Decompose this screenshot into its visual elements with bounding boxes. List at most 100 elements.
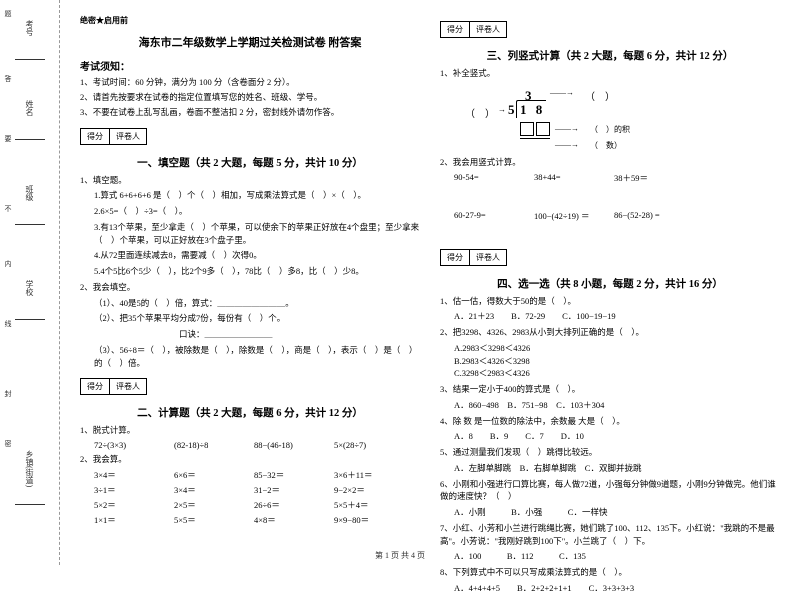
calc-item: 38＋59＝ [614,172,674,184]
vc-label: （ ） [585,88,615,103]
sub-question: （1）、40是5的（ ）倍，算式：＿＿＿＿＿＿＿＿。 [80,297,420,310]
score-box: 得分 评卷人 [80,378,147,395]
options: A．左脚单脚跳 B．右脚单脚跳 C．双脚并拢跳 [440,462,780,475]
seal-char: 不 [3,205,13,212]
sub-question: 4.从72里面连续减去8，需要减（ ）次得0。 [80,249,420,262]
calc-row: 3×4＝ 6×6＝ 85−32＝ 3×6＋11＝ [94,469,420,481]
calc-item: 60-27-9= [454,210,514,222]
question: 2、我会用竖式计算。 [440,156,780,169]
score-box: 得分 评卷人 [440,21,507,38]
question: 1、填空题。 [80,174,420,187]
vc-label: （ ） [465,105,495,120]
arrow-icon: ——→ [555,124,579,133]
calc-item: 5×5＝ [174,514,234,526]
question: 1、脱式计算。 [80,424,420,437]
vc-result: 1 8 [520,102,545,118]
notice-item: 2、请首先按要求在试卷的指定位置填写您的姓名、班级、学号。 [80,92,420,104]
section-3-title: 三、列竖式计算（共 2 大题，每题 6 分，共计 12 分） [440,48,780,63]
calc-item: 4×8＝ [254,514,314,526]
grader-label: 评卷人 [470,250,506,265]
vertical-calculation: 3 ——→ （ ） （ ） → 5 1 8 ——→ （ ）的积 ——→ （ 数） [480,88,780,148]
calc-row: 72÷(3×3) (82-18)÷8 88−(46-18) 5×(28÷7) [94,440,420,450]
question: 5、通过测量我们发现（ ）跳得比较远。 [440,446,780,459]
margin-label: 姓名 [24,100,35,116]
calc-row: 3÷1＝ 3×4＝ 31−2＝ 9−2×2＝ [94,484,420,496]
answer-box [520,122,534,136]
arrow-icon: → [498,105,506,114]
calc-item: 5×2＝ [94,499,154,511]
calc-item: 1×1＝ [94,514,154,526]
content-area: 绝密★启用前 海东市二年级数学上学期过关检测试卷 附答案 考试须知： 1、考试时… [60,0,800,565]
options: A．8 B．9 C．7 D．10 [440,430,780,443]
calc-item: 90-54= [454,172,514,184]
margin-label: 班级 [24,185,35,201]
sub-question: 3.有13个苹果，至少拿走（ ）个苹果，可以使余下的苹果正好放在4个盘里；至少拿… [80,221,420,247]
margin-label: 学校 [24,280,35,296]
calc-item: 2×5＝ [174,499,234,511]
calc-item: 86−(52-28) = [614,210,674,222]
question: 1、补全竖式。 [440,67,780,80]
section-2-title: 二、计算题（共 2 大题，每题 6 分，共计 12 分） [80,405,420,420]
calc-item: 26÷6＝ [254,499,314,511]
calc-row: 90-54= 38+44= 38＋59＝ [454,172,780,184]
calc-item: 100−(42÷19) ＝ [534,210,594,222]
calc-row: 1×1＝ 5×5＝ 4×8＝ 9×9−80＝ [94,514,420,526]
calc-item: 3×4＝ [94,469,154,481]
grader-label: 评卷人 [110,129,146,144]
score-box: 得分 评卷人 [80,128,147,145]
sub-question: 5.4个5比6个5少（ ），比2个9多（ ），78比（ ）多8，比（ ）少8。 [80,265,420,278]
notice-title: 考试须知： [80,58,420,73]
calc-item: 85−32＝ [254,469,314,481]
notice-item: 1、考试时间：60 分钟，满分为 100 分（含卷面分 2 分）。 [80,77,420,89]
vc-mult: 5 [508,102,515,118]
arrow-icon: ——→ [550,88,574,97]
calc-item: 72÷(3×3) [94,440,154,450]
right-column: 得分 评卷人 三、列竖式计算（共 2 大题，每题 6 分，共计 12 分） 1、… [430,15,790,560]
blank [15,495,45,505]
score-label: 得分 [81,129,110,144]
binding-margin: 考号 姓名 班级 学校 乡镇(街道) 题 答 要 不 内 线 封 密 [0,0,60,565]
seal-char: 内 [3,260,13,267]
section-1-title: 一、填空题（共 2 大题，每题 5 分，共计 10 分） [80,155,420,170]
blank [15,130,45,140]
options: A．小刚 B．小强 C．一样快 [440,506,780,519]
margin-label: 乡镇(街道) [24,450,35,487]
arrow-icon: ——→ [555,140,579,149]
blank [15,310,45,320]
seal-char: 封 [3,390,13,397]
sub-question: 口诀：＿＿＿＿＿＿＿＿ [80,328,420,341]
calc-item: 6×6＝ [174,469,234,481]
calc-item: 5×(28÷7) [334,440,394,450]
question: 2、我会算。 [80,453,420,466]
calc-item: 31−2＝ [254,484,314,496]
options: A．4+4+4+5 B．2+2+2+1+1 C．3+3+3+3 [440,582,780,595]
score-box: 得分 评卷人 [440,249,507,266]
options: A.2983＜3298＜4326 B.2983＜4326＜3298 C.3298… [440,342,780,380]
vc-label: （ ）的积 [590,124,630,135]
calc-item: 3×6＋11＝ [334,469,394,481]
sub-question: （2）、把35个苹果平均分成7份，每份有（ ）个。 [80,312,420,325]
calc-row: 60-27-9= 100−(42÷19) ＝ 86−(52-28) = [454,210,780,222]
notice-item: 3、不要在试卷上乱写乱画，卷面不整洁扣 2 分，密封线外请勿作答。 [80,107,420,119]
answer-box [536,122,550,136]
margin-label: 考号 [24,20,35,36]
grader-label: 评卷人 [470,22,506,37]
blank [15,50,45,60]
calc-item: 38+44= [534,172,594,184]
sub-question: 1.算式 6+6+6+6 是（ ）个（ ）相加，写成乘法算式是（ ）×（ ）。 [80,189,420,202]
score-label: 得分 [81,379,110,394]
options: A．21＋23 B．72-29 C．100−19−19 [440,310,780,323]
score-label: 得分 [441,250,470,265]
left-column: 绝密★启用前 海东市二年级数学上学期过关检测试卷 附答案 考试须知： 1、考试时… [70,15,430,560]
section-4-title: 四、选一选（共 8 小题，每题 2 分，共计 16 分） [440,276,780,291]
calc-item: 9×9−80＝ [334,514,394,526]
page-container: 考号 姓名 班级 学校 乡镇(街道) 题 答 要 不 内 线 封 密 绝密★启用… [0,0,800,565]
calc-item: 88−(46-18) [254,440,314,450]
confidential-label: 绝密★启用前 [80,15,420,26]
score-label: 得分 [441,22,470,37]
seal-char: 线 [3,320,13,327]
seal-char: 题 [3,10,13,17]
calc-item: (82-18)÷8 [174,440,234,450]
seal-char: 答 [3,75,13,82]
sub-question: 2.6×5=（ ）÷3=（ ）。 [80,205,420,218]
